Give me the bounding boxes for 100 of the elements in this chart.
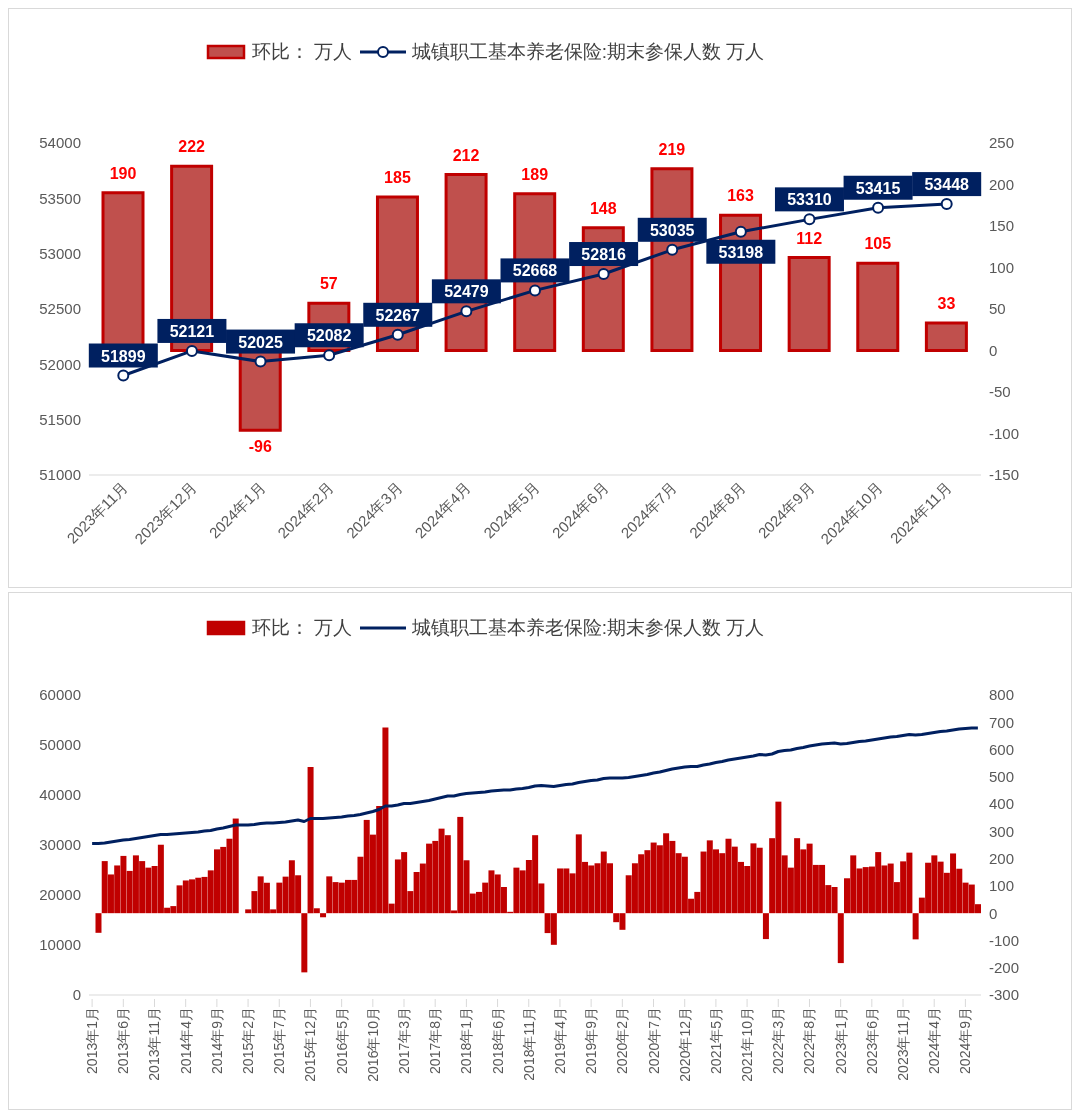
x-tick-label: 2023年6月 (863, 1007, 880, 1074)
y2-tick-label: 0 (989, 341, 998, 359)
x-tick-label: 2013年1月 (84, 1007, 101, 1074)
y-tick-label: 60000 (39, 686, 81, 704)
bar (787, 256, 831, 352)
x-tick-label: 2021年5月 (707, 1007, 724, 1074)
y-tick-label: 40000 (39, 786, 81, 804)
y2-tick-label: -100 (989, 931, 1020, 949)
x-tick-label: 2022年8月 (801, 1007, 818, 1074)
y-tick-label: 53000 (39, 244, 81, 262)
y2-tick-label: -150 (989, 466, 1020, 484)
bar (912, 913, 919, 940)
y-tick-label: 53500 (39, 189, 81, 207)
data-label: 52121 (169, 322, 215, 340)
legend-label: 环比： 万人 (251, 40, 352, 64)
y2-tick-label: -200 (989, 959, 1020, 977)
x-tick-label: 2013年11月 (146, 1007, 163, 1081)
y-tick-label: 10000 (39, 936, 81, 954)
x-tick-label: 2018年6月 (489, 1007, 506, 1074)
data-label: 222 (178, 138, 206, 156)
x-tick-label: 2015年12月 (302, 1007, 319, 1082)
data-label: 105 (864, 235, 892, 253)
x-tick-label: 2020年7月 (645, 1007, 662, 1074)
x-tick-label: 2023年11月 (895, 1007, 912, 1081)
y2-tick-label: -300 (989, 986, 1020, 1004)
y-tick-label: 0 (72, 986, 81, 1004)
point (323, 349, 336, 362)
data-label: 33 (937, 295, 956, 313)
y-tick-label: 30000 (39, 836, 81, 854)
y2-tick-label: 0 (989, 904, 998, 922)
data-label: 52479 (444, 283, 489, 301)
x-tick-label: 2020年2月 (614, 1007, 631, 1074)
x-tick-label: 2019年9月 (583, 1007, 600, 1074)
point (803, 213, 816, 226)
x-tick-label: 2024年9月 (957, 1007, 974, 1074)
y-tick-label: 54000 (39, 134, 81, 152)
x-tick-label: 2020年12月 (676, 1007, 693, 1082)
x-tick-label: 2015年2月 (240, 1007, 257, 1074)
x-tick-label: 2016年5月 (333, 1007, 350, 1074)
y2-tick-label: 300 (989, 822, 1015, 840)
bar (95, 913, 102, 933)
point (185, 344, 198, 357)
legend-label: 城镇职工基本养老保险:期末参保人数 万人 (411, 40, 765, 64)
y2-tick-label: 150 (989, 217, 1015, 235)
data-label: 51899 (101, 347, 146, 365)
x-tick-label: 2014年9月 (208, 1007, 225, 1074)
x-tick-label: 2018年1月 (458, 1007, 475, 1074)
y2-tick-label: 200 (989, 849, 1015, 867)
data-label: 52082 (306, 327, 352, 345)
x-tick-label: 2016年10月 (364, 1007, 381, 1082)
data-label: 219 (658, 140, 686, 158)
y2-tick-label: 400 (989, 795, 1015, 813)
y2-tick-label: 800 (989, 686, 1015, 704)
point (940, 198, 953, 211)
bar (924, 321, 968, 352)
point (734, 225, 747, 238)
line-series (90, 726, 980, 845)
x-tick-label: 2014年4月 (177, 1007, 194, 1074)
data-label: 53035 (649, 221, 695, 239)
y2-tick-label: 200 (989, 175, 1015, 193)
y-tick-label: 20000 (39, 886, 81, 904)
y2-tick-label: 100 (989, 877, 1015, 895)
data-label: 53415 (855, 179, 901, 197)
y2-tick-label: 700 (989, 713, 1015, 731)
data-label: 212 (452, 146, 480, 164)
y-tick-label: 52000 (39, 355, 81, 373)
bar (856, 261, 900, 352)
point (460, 305, 473, 318)
bar (762, 913, 769, 940)
y2-tick-label: 50 (989, 300, 1006, 318)
bar (320, 913, 327, 918)
y-tick-label: 51000 (39, 466, 81, 484)
y-tick-label: 52500 (39, 300, 81, 318)
bar (301, 913, 308, 973)
data-label: 112 (796, 229, 823, 247)
point (872, 201, 885, 214)
y2-tick-label: -50 (989, 383, 1011, 401)
x-tick-label: 2013年6月 (115, 1007, 132, 1074)
data-label: 190 (109, 164, 137, 182)
y2-tick-label: 500 (989, 768, 1015, 786)
x-tick-label: 2022年3月 (770, 1007, 787, 1074)
data-label: 148 (589, 199, 617, 217)
data-label: 52668 (512, 262, 558, 280)
x-tick-label: 2023年1月 (832, 1007, 849, 1074)
y2-tick-label: -100 (989, 424, 1020, 442)
point (597, 268, 610, 281)
data-label: 185 (384, 168, 411, 186)
y2-tick-label: 250 (989, 134, 1015, 152)
y-tick-label: 50000 (39, 736, 81, 754)
point (254, 355, 267, 368)
data-label: 163 (727, 187, 754, 205)
data-label: 189 (521, 165, 549, 183)
data-label: 52025 (238, 333, 283, 351)
y2-tick-label: 100 (989, 258, 1015, 276)
data-label: 52816 (581, 246, 626, 264)
x-tick-label: 2015年7月 (271, 1007, 288, 1074)
point (391, 328, 404, 341)
legend-label: 城镇职工基本养老保险:期末参保人数 万人 (411, 616, 765, 640)
point (117, 369, 130, 382)
x-tick-label: 2021年10月 (739, 1007, 756, 1082)
